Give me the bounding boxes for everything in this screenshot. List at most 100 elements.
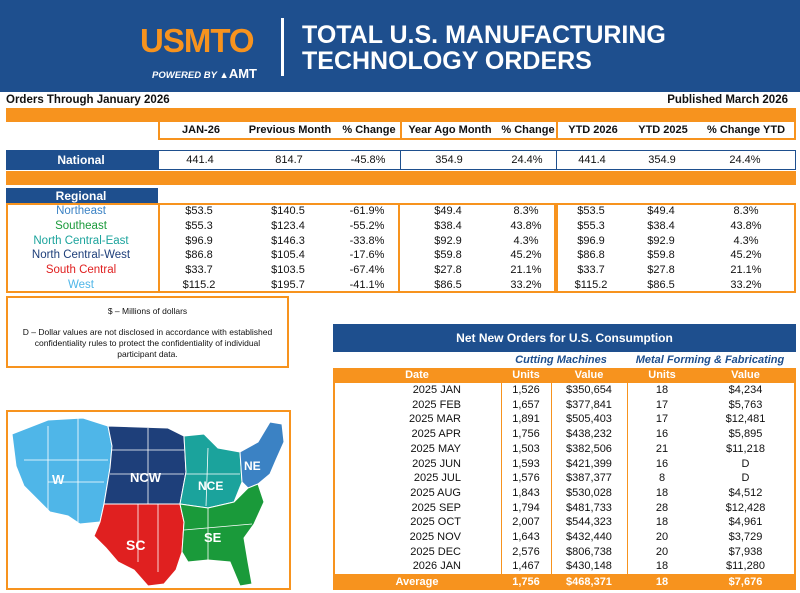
regional-label: Regional [55, 189, 107, 203]
avg-mf-value: $7,676 [728, 576, 763, 588]
regional-row-value: $195.7 [271, 279, 305, 291]
orders-sep-1 [501, 383, 502, 574]
regional-row-name: Southeast [55, 219, 107, 232]
regional-row-value: $55.3 [185, 219, 213, 232]
orders-row-value: 18 [655, 486, 669, 499]
regional-row-name: South Central [45, 264, 117, 277]
col-previous-month: Previous Month [248, 124, 332, 136]
notes-box: $ – Millions of dollars D – Dollar value… [6, 296, 289, 368]
orders-row-value: $505,403 [566, 413, 612, 426]
page-title: TOTAL U.S. MANUFACTURING TECHNOLOGY ORDE… [302, 22, 666, 74]
regional-row-value: $123.4 [271, 219, 305, 232]
orders-row-value: $430,148 [566, 560, 612, 573]
orders-row-value: $12,428 [725, 501, 766, 514]
regional-row-value: $86.5 [647, 279, 675, 291]
nce-state-lines [186, 447, 240, 507]
orders-row-date: 2025 OCT [410, 516, 461, 529]
regional-row-value: -33.8% [349, 234, 385, 247]
orders-through: Orders Through January 2026 [6, 94, 170, 106]
regional-row-value: $59.8 [647, 249, 675, 262]
avg-mf-units: 18 [655, 576, 669, 588]
regional-row-value: $92.9 [434, 234, 462, 247]
header-banner: USMTO POWERED BY ▲AMT TOTAL U.S. MANUFAC… [0, 0, 800, 92]
amt-mark-icon: ▲ [219, 70, 229, 81]
orders-row-value: 2,007 [512, 516, 540, 529]
orders-col-units-2: Units [648, 369, 676, 381]
orders-table-row: 2025 JAN 1,526 $350,654 18 $4,234 [335, 383, 794, 398]
orders-row-value: $530,028 [566, 486, 612, 499]
national-value: 24.4% [511, 154, 543, 166]
regional-row-value: $55.3 [577, 219, 605, 232]
orders-table-row: 2025 MAY 1,503 $382,506 21 $11,218 [335, 442, 794, 457]
orders-row-date: 2025 SEP [411, 501, 461, 514]
orders-row-value: $3,729 [728, 531, 763, 543]
regional-row-value: $59.8 [434, 249, 462, 262]
region-south-central [93, 503, 185, 587]
regional-row-value: $105.4 [271, 249, 305, 262]
regional-row-value: 8.3% [733, 205, 759, 217]
col-year-ago-month: Year Ago Month [408, 124, 492, 136]
regional-row-value: 4.3% [733, 234, 759, 247]
orders-table-row: 2025 JUL 1,576 $387,377 8 D [335, 471, 794, 486]
orders-col-units: Units [512, 369, 540, 381]
orders-row-value: 1,794 [512, 501, 540, 514]
orders-row-date: 2025 DEC [410, 545, 461, 558]
orders-row-value: $481,733 [566, 501, 612, 514]
west-state-lines [24, 418, 108, 522]
regional-row-value: $115.2 [574, 279, 608, 291]
orders-row-value: 18 [655, 516, 669, 529]
regional-row-value: 45.2% [510, 249, 542, 262]
orders-table-row: 2025 OCT 2,007 $544,323 18 $4,961 [335, 515, 794, 530]
avg-cut-value: $468,371 [566, 576, 612, 588]
avg-label: Average [395, 576, 439, 588]
regional-row-value: $33.7 [577, 264, 605, 277]
orders-sep-2 [551, 383, 552, 574]
regional-row-value: $103.5 [271, 264, 305, 277]
regional-row-value: $53.5 [577, 205, 605, 217]
orders-row-value: 20 [655, 545, 669, 558]
national-value: 24.4% [729, 154, 761, 166]
regional-row-value: 45.2% [730, 249, 762, 262]
orders-row-value: 20 [655, 531, 669, 543]
usmto-logo: USMTO [140, 22, 255, 59]
orders-row-value: 16 [655, 457, 669, 470]
orders-average-row: Average 1,756 $468,371 18 $7,676 [333, 574, 796, 590]
orders-table-row: 2025 SEP 1,794 $481,733 28 $12,428 [335, 501, 794, 516]
map-label-se: SE [204, 530, 222, 545]
orders-row-date: 2025 JAN [412, 384, 461, 396]
regional-row-value: -67.4% [349, 264, 385, 277]
regional-names-box [6, 203, 158, 293]
regional-row-value: -41.1% [349, 279, 385, 291]
regional-row-value: $115.2 [182, 279, 216, 291]
orders-row-value: 18 [655, 384, 669, 396]
regional-row-value: $49.4 [647, 205, 675, 217]
col-pct-change-ytd: % Change YTD [706, 124, 786, 136]
orders-row-date: 2025 AUG [410, 486, 461, 499]
orders-row-value: $4,961 [728, 516, 763, 529]
regional-row-name: North Central-West [31, 249, 131, 262]
orders-row-value: $382,506 [566, 442, 612, 455]
regional-row-value: 8.3% [513, 205, 539, 217]
orders-row-value: $11,218 [726, 442, 765, 455]
orders-row-date: 2025 JUN [412, 457, 461, 470]
orders-row-date: 2026 JAN [412, 560, 461, 573]
national-value: 441.4 [578, 154, 606, 166]
orders-row-date: 2025 APR [411, 428, 461, 441]
orders-row-value: 2,576 [512, 545, 540, 558]
orders-row-value: 1,657 [512, 398, 540, 411]
orders-row-date: 2025 MAY [410, 442, 461, 455]
orders-table-row: 2025 MAR 1,891 $505,403 17 $12,481 [335, 412, 794, 427]
orders-row-value: 21 [655, 442, 669, 455]
orders-row-value: $4,512 [728, 486, 763, 499]
orders-row-value: $350,654 [566, 384, 612, 396]
orders-row-value: $5,763 [728, 398, 763, 411]
orange-band-middle [6, 171, 796, 185]
regional-row-value: -55.2% [349, 219, 385, 232]
regional-row-value: 33.2% [730, 279, 762, 291]
regional-row-value: $27.8 [434, 264, 462, 277]
orders-title: Net New Orders for U.S. Consumption [333, 324, 796, 352]
orders-row-date: 2025 FEB [412, 398, 461, 411]
regional-row-value: -17.6% [349, 249, 385, 262]
regional-yearago-box [400, 203, 556, 293]
regional-row-value: $53.5 [185, 205, 213, 217]
